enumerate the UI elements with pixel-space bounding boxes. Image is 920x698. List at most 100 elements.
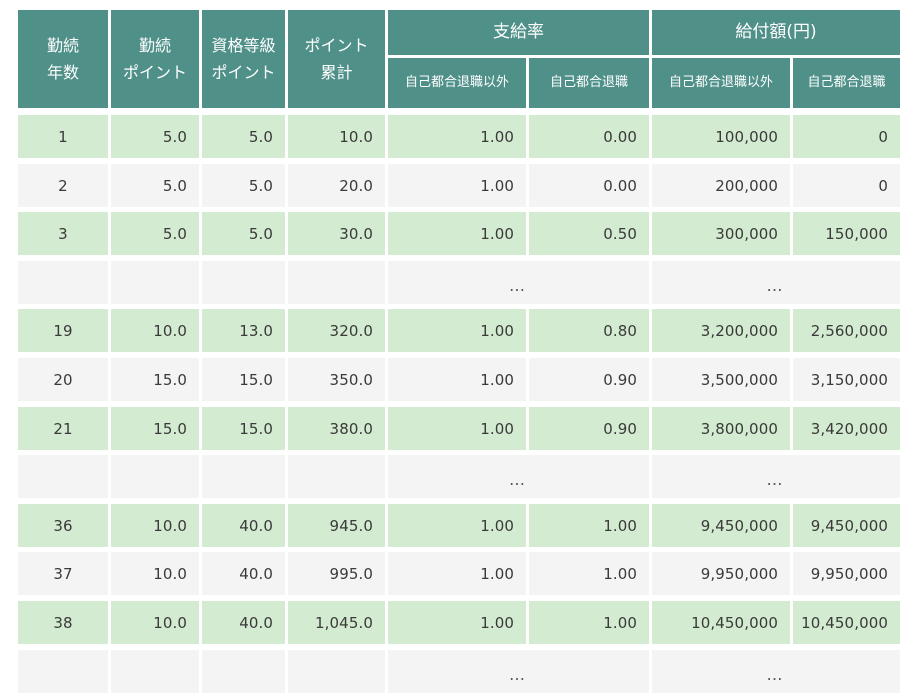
cell-tenure-points: 5.0: [111, 164, 199, 207]
cell-rate-other: 1.00: [388, 504, 526, 547]
cell-grade-points: 5.0: [202, 164, 285, 207]
subheader-rate-voluntary: 自己都合退職: [529, 58, 649, 108]
cell-empty: [202, 261, 285, 304]
cell-years: 36: [18, 504, 108, 547]
cell-tenure-points: 15.0: [111, 358, 199, 401]
cell-cumulative-points: 20.0: [288, 164, 385, 207]
cell-amount-other: 3,500,000: [652, 358, 790, 401]
cell-amount-voluntary: 150,000: [793, 212, 900, 255]
cell-empty: [18, 261, 108, 304]
cell-rate-voluntary: 0.50: [529, 212, 649, 255]
cell-cumulative-points: 945.0: [288, 504, 385, 547]
cell-rate-voluntary: 1.00: [529, 601, 649, 644]
cell-grade-points: 15.0: [202, 407, 285, 450]
cell-amount-voluntary: 2,560,000: [793, 309, 900, 352]
ellipsis-benefit-amount: …: [652, 650, 900, 693]
cell-amount-voluntary: 9,450,000: [793, 504, 900, 547]
cell-years: 38: [18, 601, 108, 644]
header-payment-rate: 支給率: [388, 10, 649, 55]
cell-years: 3: [18, 212, 108, 255]
cell-amount-other: 10,450,000: [652, 601, 790, 644]
cell-amount-other: 100,000: [652, 115, 790, 158]
cell-rate-other: 1.00: [388, 115, 526, 158]
cell-rate-voluntary: 0.80: [529, 309, 649, 352]
cell-rate-other: 1.00: [388, 358, 526, 401]
cell-amount-voluntary: 3,420,000: [793, 407, 900, 450]
cell-empty: [288, 650, 385, 693]
cell-tenure-points: 5.0: [111, 212, 199, 255]
cell-rate-other: 1.00: [388, 601, 526, 644]
cell-rate-voluntary: 0.00: [529, 164, 649, 207]
cell-empty: [202, 455, 285, 498]
cell-amount-voluntary: 0: [793, 164, 900, 207]
cell-empty: [111, 650, 199, 693]
cell-grade-points: 40.0: [202, 504, 285, 547]
cell-tenure-points: 5.0: [111, 115, 199, 158]
cell-amount-voluntary: 3,150,000: [793, 358, 900, 401]
cell-cumulative-points: 1,045.0: [288, 601, 385, 644]
cell-grade-points: 13.0: [202, 309, 285, 352]
cell-years: 20: [18, 358, 108, 401]
cell-years: 37: [18, 552, 108, 595]
cell-rate-other: 1.00: [388, 552, 526, 595]
cell-cumulative-points: 995.0: [288, 552, 385, 595]
cell-amount-other: 3,800,000: [652, 407, 790, 450]
cell-tenure-points: 10.0: [111, 601, 199, 644]
cell-empty: [18, 650, 108, 693]
subheader-amount-other-than-voluntary: 自己都合退職以外: [652, 58, 790, 108]
ellipsis-payment-rate: …: [388, 261, 649, 304]
cell-empty: [202, 650, 285, 693]
subheader-amount-voluntary: 自己都合退職: [793, 58, 900, 108]
header-benefit-amount: 給付額(円): [652, 10, 900, 55]
cell-cumulative-points: 10.0: [288, 115, 385, 158]
cell-rate-voluntary: 0.90: [529, 407, 649, 450]
cell-amount-voluntary: 0: [793, 115, 900, 158]
cell-cumulative-points: 350.0: [288, 358, 385, 401]
cell-amount-other: 9,450,000: [652, 504, 790, 547]
cell-empty: [111, 261, 199, 304]
cell-empty: [288, 261, 385, 304]
cell-tenure-points: 10.0: [111, 309, 199, 352]
cell-rate-voluntary: 1.00: [529, 552, 649, 595]
ellipsis-benefit-amount: …: [652, 261, 900, 304]
cell-amount-other: 3,200,000: [652, 309, 790, 352]
cell-cumulative-points: 30.0: [288, 212, 385, 255]
cell-rate-other: 1.00: [388, 164, 526, 207]
header-cumulative-points: ポイント 累計: [288, 10, 385, 108]
cell-rate-voluntary: 0.90: [529, 358, 649, 401]
header-grade-points: 資格等級 ポイント: [202, 10, 285, 108]
cell-cumulative-points: 380.0: [288, 407, 385, 450]
cell-amount-voluntary: 9,950,000: [793, 552, 900, 595]
cell-rate-other: 1.00: [388, 212, 526, 255]
cell-amount-other: 300,000: [652, 212, 790, 255]
cell-rate-other: 1.00: [388, 309, 526, 352]
cell-amount-other: 9,950,000: [652, 552, 790, 595]
cell-cumulative-points: 320.0: [288, 309, 385, 352]
cell-grade-points: 40.0: [202, 601, 285, 644]
ellipsis-payment-rate: …: [388, 650, 649, 693]
cell-years: 2: [18, 164, 108, 207]
header-tenure-points: 勤続 ポイント: [111, 10, 199, 108]
cell-empty: [18, 455, 108, 498]
cell-empty: [111, 455, 199, 498]
ellipsis-payment-rate: …: [388, 455, 649, 498]
cell-rate-voluntary: 1.00: [529, 504, 649, 547]
retirement-benefit-table: 勤続 年数 勤続 ポイント 資格等級 ポイント ポイント 累計 支給率 給付額(…: [18, 10, 900, 693]
cell-years: 1: [18, 115, 108, 158]
cell-tenure-points: 10.0: [111, 504, 199, 547]
cell-rate-other: 1.00: [388, 407, 526, 450]
cell-grade-points: 40.0: [202, 552, 285, 595]
cell-years: 21: [18, 407, 108, 450]
cell-amount-voluntary: 10,450,000: [793, 601, 900, 644]
header-years: 勤続 年数: [18, 10, 108, 108]
cell-tenure-points: 15.0: [111, 407, 199, 450]
ellipsis-benefit-amount: …: [652, 455, 900, 498]
cell-grade-points: 5.0: [202, 115, 285, 158]
cell-grade-points: 15.0: [202, 358, 285, 401]
cell-rate-voluntary: 0.00: [529, 115, 649, 158]
cell-empty: [288, 455, 385, 498]
cell-amount-other: 200,000: [652, 164, 790, 207]
cell-grade-points: 5.0: [202, 212, 285, 255]
cell-tenure-points: 10.0: [111, 552, 199, 595]
subheader-rate-other-than-voluntary: 自己都合退職以外: [388, 58, 526, 108]
